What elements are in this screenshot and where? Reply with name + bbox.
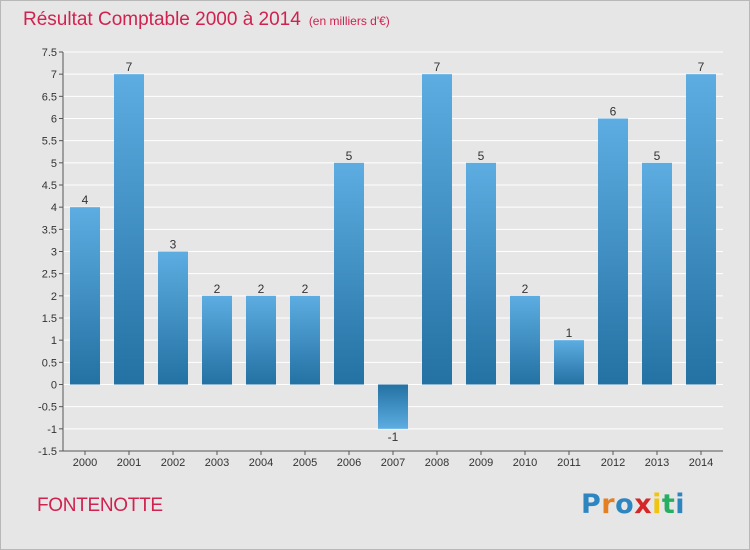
x-tick-label-2002: 2002 [161, 457, 185, 469]
x-tick-label-2005: 2005 [293, 457, 317, 469]
data-label-2009: 5 [478, 149, 485, 163]
bar-2012 [598, 118, 628, 385]
logo-letter: i [652, 489, 662, 520]
bar-2014 [686, 74, 716, 385]
logo-letter: x [634, 489, 653, 520]
data-label-2000: 4 [82, 193, 89, 207]
y-tick-label: 2.5 [42, 269, 57, 281]
data-label-2011: 1 [566, 326, 573, 340]
data-label-2004: 2 [258, 282, 265, 296]
data-label-2001: 7 [126, 60, 133, 74]
x-tick-label-2003: 2003 [205, 457, 229, 469]
data-label-2013: 5 [654, 149, 661, 163]
x-tick-label-2004: 2004 [249, 457, 273, 469]
y-tick-label: 6 [51, 114, 57, 126]
data-label-2012: 6 [610, 105, 617, 119]
y-tick-label: 7.5 [42, 47, 57, 59]
x-tick-label-2001: 2001 [117, 457, 141, 469]
y-tick-label: 5 [51, 158, 57, 170]
x-tick-label-2013: 2013 [645, 457, 669, 469]
data-label-2002: 3 [170, 238, 177, 252]
y-tick-label: 2 [51, 291, 57, 303]
bar-2001 [114, 74, 144, 385]
data-label-2003: 2 [214, 282, 221, 296]
y-tick-label: 0 [51, 380, 57, 392]
bar-2004 [246, 295, 276, 385]
bar-2010 [510, 295, 540, 385]
commune-name: FONTENOTTE [37, 495, 163, 516]
data-label-2010: 2 [522, 282, 529, 296]
data-label-2006: 5 [346, 149, 353, 163]
x-tick-label-2000: 2000 [73, 457, 97, 469]
bar-2013 [642, 162, 672, 385]
y-tick-label: -1 [47, 424, 57, 436]
bar-2003 [202, 295, 232, 385]
y-tick-label: 1 [51, 335, 57, 347]
x-tick-label-2007: 2007 [381, 457, 405, 469]
y-tick-label: 1.5 [42, 313, 57, 325]
logo-letter: t [661, 489, 676, 520]
y-tick-label: -1.5 [38, 446, 57, 458]
data-label-2008: 7 [434, 60, 441, 74]
bar-2009 [466, 162, 496, 385]
x-tick-label-2011: 2011 [557, 457, 581, 469]
y-tick-label: 3 [51, 247, 57, 259]
y-tick-label: 5.5 [42, 136, 57, 148]
data-label-2007: -1 [388, 430, 399, 444]
data-label-2014: 7 [698, 60, 705, 74]
logo-letter: P [581, 489, 602, 520]
x-tick-label-2012: 2012 [601, 457, 625, 469]
data-label-2005: 2 [302, 282, 309, 296]
bar-2008 [422, 74, 452, 385]
y-tick-label: 4 [51, 202, 57, 214]
bar-2011 [554, 340, 584, 385]
chart-subtitle: (en milliers d'€) [308, 14, 390, 28]
x-tick-label-2006: 2006 [337, 457, 361, 469]
x-tick-label-2014: 2014 [689, 457, 713, 469]
x-tick-label-2008: 2008 [425, 457, 449, 469]
y-tick-label: 0.5 [42, 357, 57, 369]
y-tick-label: 7 [51, 69, 57, 81]
bar-2005 [290, 295, 320, 385]
y-tick-label: 4.5 [42, 180, 57, 192]
y-tick-label: 3.5 [42, 224, 57, 236]
logo-letter: r [601, 489, 616, 520]
y-tick-label: -0.5 [38, 402, 57, 414]
x-tick-label-2010: 2010 [513, 457, 537, 469]
title-text: Résultat Comptable 2000 à 2014 [23, 9, 301, 30]
proxiti-logo: Proxiti [581, 489, 685, 520]
bar-2002 [158, 251, 188, 385]
bar-2000 [70, 207, 100, 385]
logo-letter: o [615, 489, 635, 520]
bar-2006 [334, 162, 364, 385]
bar-2007 [378, 384, 408, 429]
chart-title: Résultat Comptable 2000 à 2014 (en millie… [23, 9, 390, 31]
logo-letter: i [675, 489, 686, 520]
y-tick-label: 6.5 [42, 91, 57, 103]
x-tick-label-2009: 2009 [469, 457, 493, 469]
